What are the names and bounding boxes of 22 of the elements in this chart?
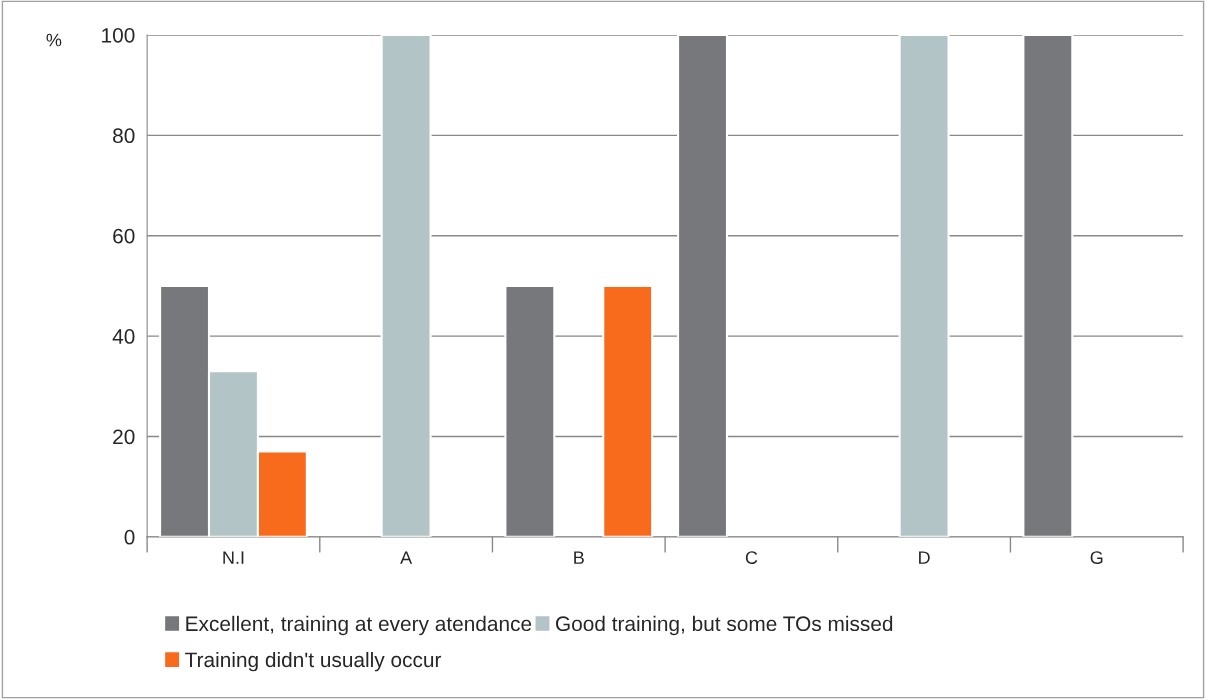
y-tick-label: 40: [112, 329, 135, 344]
x-tick-label: G: [1090, 551, 1103, 564]
bar: [380, 34, 432, 537]
x-tick-label: A: [400, 551, 413, 564]
y-axis-title: %: [46, 33, 62, 47]
bar: [677, 34, 729, 537]
legend-label: Training didn't usually occur: [185, 651, 442, 672]
x-tick-label: B: [574, 551, 584, 564]
legend-label: Excellent, training at every atendance: [186, 615, 532, 636]
bar: [504, 284, 556, 537]
y-tick-label: 20: [113, 429, 135, 445]
x-tick-label: C: [745, 551, 758, 564]
bar: [602, 284, 654, 537]
legend-label: Good training, but some TOs missed: [556, 615, 893, 636]
y-tick-label: 60: [113, 228, 135, 244]
bar: [898, 34, 950, 537]
x-tick-label: D: [919, 551, 930, 564]
y-tick-label: 100: [102, 27, 135, 43]
y-tick-label: 0: [124, 529, 135, 545]
x-tick-label: N.I: [223, 551, 244, 564]
y-tick-label: 80: [113, 128, 135, 144]
bar: [1022, 34, 1074, 537]
